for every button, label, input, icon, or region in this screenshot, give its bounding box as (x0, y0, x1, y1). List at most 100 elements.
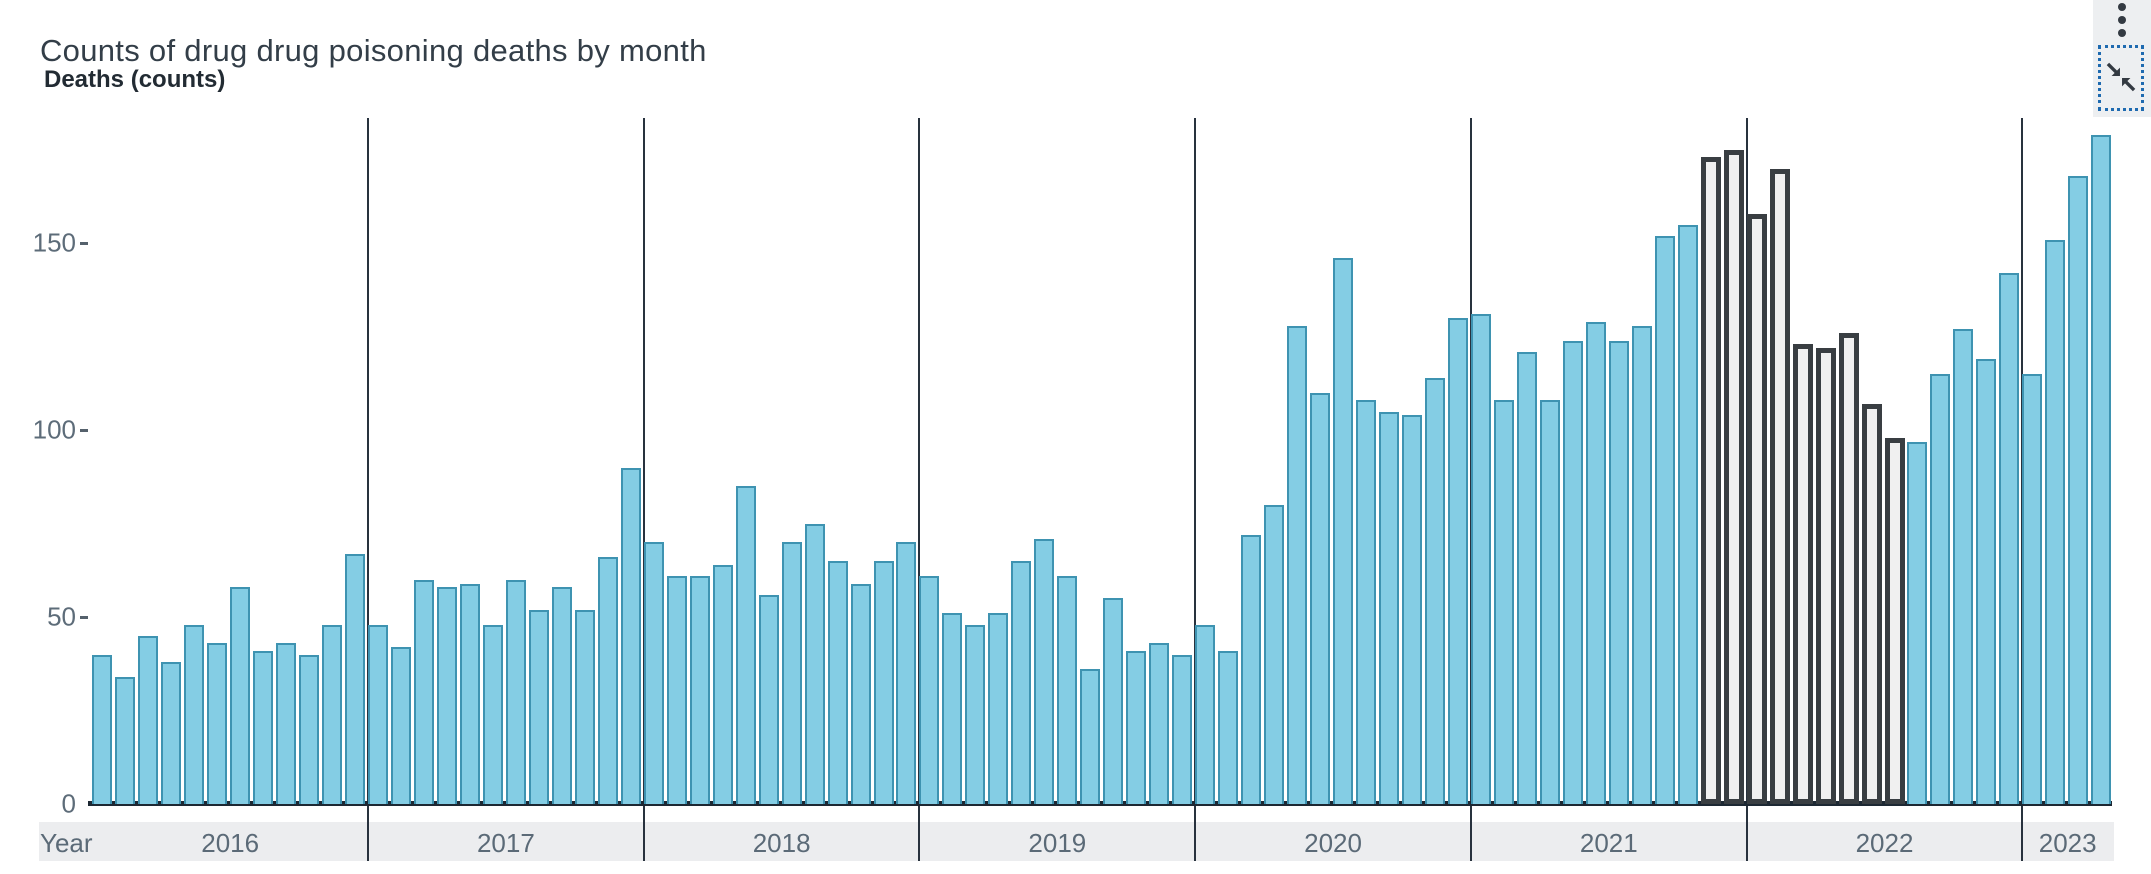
bar[interactable] (1356, 400, 1377, 804)
bar[interactable] (253, 650, 274, 804)
bar[interactable] (207, 643, 228, 804)
bar[interactable] (1103, 598, 1124, 804)
bar[interactable] (2045, 239, 2066, 804)
bar[interactable] (712, 564, 733, 804)
bar[interactable] (1999, 273, 2020, 804)
bar[interactable] (299, 654, 320, 804)
bar[interactable] (689, 576, 710, 804)
bar[interactable] (1677, 224, 1698, 804)
bar[interactable] (345, 553, 366, 804)
bar[interactable] (161, 661, 182, 804)
bar-selected[interactable] (1884, 437, 1905, 804)
bar[interactable] (574, 609, 595, 804)
bar[interactable] (896, 542, 917, 804)
bar[interactable] (459, 583, 480, 804)
bar[interactable] (1195, 624, 1216, 804)
bar[interactable] (92, 654, 113, 804)
bar[interactable] (1562, 340, 1583, 804)
bar-selected[interactable] (1815, 348, 1836, 804)
bar[interactable] (482, 624, 503, 804)
bar[interactable] (138, 635, 159, 804)
bar-selected[interactable] (1700, 157, 1721, 804)
bar[interactable] (2091, 135, 2112, 804)
bar[interactable] (1264, 505, 1285, 804)
bar[interactable] (115, 676, 136, 804)
bar[interactable] (1011, 561, 1032, 804)
bar[interactable] (1953, 329, 1974, 804)
x-axis-title: Year (40, 828, 93, 858)
bar[interactable] (413, 579, 434, 804)
bar[interactable] (1241, 534, 1262, 804)
bar[interactable] (620, 467, 641, 804)
bar[interactable] (184, 624, 205, 804)
bar[interactable] (1493, 400, 1514, 804)
bar[interactable] (1907, 441, 1928, 804)
bar[interactable] (804, 523, 825, 804)
bar-selected[interactable] (1861, 404, 1882, 804)
bar[interactable] (1401, 415, 1422, 804)
bar-selected[interactable] (1838, 333, 1859, 804)
bar[interactable] (276, 643, 297, 804)
bar[interactable] (1057, 576, 1078, 804)
bar-selected[interactable] (1769, 168, 1790, 804)
bar[interactable] (1654, 235, 1675, 804)
y-tick-label: 150 (32, 227, 76, 258)
bar[interactable] (1149, 643, 1170, 804)
bar[interactable] (850, 583, 871, 804)
bar[interactable] (666, 576, 687, 804)
bar[interactable] (758, 594, 779, 804)
bar-selected[interactable] (1746, 213, 1767, 804)
bar[interactable] (1976, 359, 1997, 804)
bar[interactable] (873, 561, 894, 804)
bar[interactable] (1379, 411, 1399, 804)
bar[interactable] (528, 609, 549, 804)
bar[interactable] (551, 587, 572, 804)
bar[interactable] (919, 576, 940, 804)
bar[interactable] (230, 587, 251, 804)
collapse-button[interactable] (2098, 45, 2144, 111)
year-separator-line (642, 118, 645, 861)
bar[interactable] (2068, 176, 2089, 804)
year-label: 2022 (1855, 828, 1914, 858)
bar[interactable] (1034, 538, 1055, 804)
kebab-menu-button[interactable] (2093, 0, 2151, 42)
bar[interactable] (322, 624, 343, 804)
bar[interactable] (781, 542, 802, 804)
bar[interactable] (1631, 325, 1652, 804)
bar[interactable] (1333, 258, 1354, 804)
bar[interactable] (988, 613, 1009, 804)
y-tick-label: 0 (61, 788, 76, 819)
bar[interactable] (643, 542, 664, 804)
bar[interactable] (1424, 377, 1445, 804)
bar[interactable] (1539, 400, 1560, 804)
year-separator-line (918, 118, 921, 861)
collapse-arrows-icon (2104, 60, 2138, 97)
bar[interactable] (965, 624, 986, 804)
bar[interactable] (1608, 340, 1629, 804)
bar[interactable] (391, 647, 411, 804)
bar[interactable] (1470, 314, 1491, 804)
bar[interactable] (1585, 321, 1606, 804)
bar[interactable] (436, 587, 457, 804)
bar[interactable] (1310, 392, 1331, 804)
y-tick-mark (80, 428, 88, 432)
bar[interactable] (942, 613, 963, 804)
bar[interactable] (1172, 654, 1193, 804)
bar[interactable] (735, 486, 756, 804)
bar[interactable] (2022, 374, 2043, 804)
bar-selected[interactable] (1723, 150, 1744, 804)
bar[interactable] (827, 561, 848, 804)
bar[interactable] (1516, 351, 1537, 804)
bar[interactable] (1126, 650, 1147, 804)
bar[interactable] (1930, 374, 1951, 804)
bar[interactable] (1218, 650, 1239, 804)
bar-selected[interactable] (1792, 344, 1813, 804)
bar[interactable] (1447, 318, 1468, 804)
bar[interactable] (1080, 669, 1101, 804)
bar[interactable] (505, 579, 526, 804)
chart-title: Counts of drug drug poisoning deaths by … (40, 33, 707, 68)
bar[interactable] (368, 624, 389, 804)
bar[interactable] (1287, 325, 1308, 804)
bar[interactable] (597, 557, 618, 804)
